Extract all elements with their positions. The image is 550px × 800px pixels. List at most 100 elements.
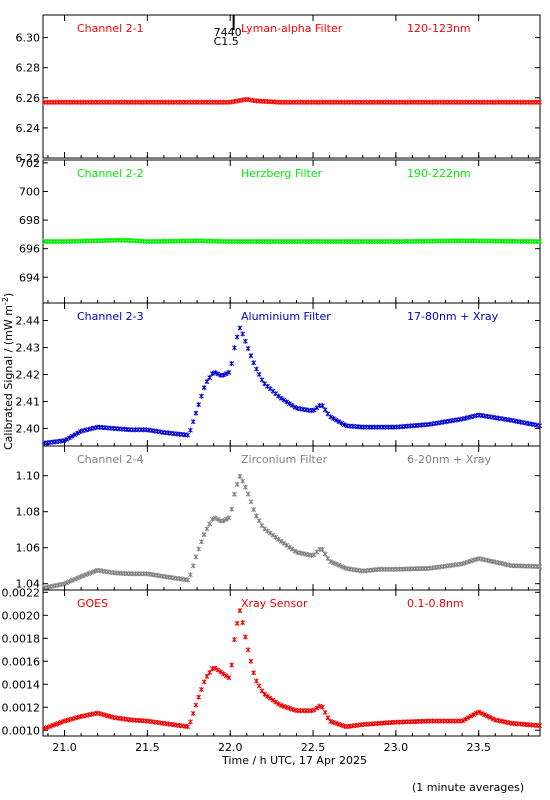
flare-marker-label: 7440 bbox=[214, 26, 242, 39]
data-point bbox=[339, 563, 345, 569]
data-point bbox=[259, 377, 265, 383]
data-point bbox=[229, 506, 235, 512]
y-tick-label: 0.0012 bbox=[2, 701, 41, 714]
data-point bbox=[240, 620, 246, 626]
panel-frame bbox=[42, 445, 541, 591]
y-tick-label: 6.28 bbox=[16, 62, 41, 75]
y-tick-label: 694 bbox=[19, 271, 40, 284]
y-tick-label: 700 bbox=[19, 185, 40, 198]
data-point bbox=[221, 372, 226, 378]
panel-band-label: 0.1-0.8nm bbox=[407, 597, 464, 610]
data-point bbox=[223, 673, 229, 679]
data-point bbox=[212, 515, 218, 521]
data-point bbox=[262, 526, 268, 532]
data-point bbox=[67, 435, 72, 441]
panel-channel-label: Channel 2-3 bbox=[77, 310, 144, 323]
data-point bbox=[240, 478, 246, 484]
data-point bbox=[259, 688, 265, 694]
data-point bbox=[476, 709, 482, 715]
data-point bbox=[317, 703, 323, 709]
data-point bbox=[254, 513, 259, 519]
data-point bbox=[226, 369, 232, 375]
data-point bbox=[234, 620, 240, 626]
data-point bbox=[328, 718, 334, 724]
data-point bbox=[78, 429, 83, 435]
data-point bbox=[463, 560, 468, 566]
x-tick-label: 22.0 bbox=[218, 741, 243, 754]
data-point bbox=[75, 430, 81, 436]
data-point bbox=[287, 705, 292, 711]
data-point bbox=[537, 723, 543, 729]
data-point bbox=[267, 530, 273, 536]
data-point bbox=[201, 679, 207, 685]
data-point bbox=[284, 542, 290, 548]
panel-filter-label: Lyman-alpha Filter bbox=[241, 22, 343, 35]
data-point bbox=[75, 575, 81, 581]
data-point bbox=[325, 715, 331, 721]
data-point bbox=[287, 544, 292, 550]
data-point bbox=[339, 722, 345, 728]
data-point bbox=[221, 518, 226, 524]
panel-band-label: 120-123nm bbox=[407, 22, 471, 35]
data-point bbox=[58, 719, 64, 725]
data-point bbox=[237, 473, 243, 479]
data-point bbox=[185, 432, 191, 438]
data-point bbox=[91, 569, 97, 575]
data-point bbox=[537, 239, 543, 245]
data-point bbox=[468, 713, 474, 719]
data-point bbox=[314, 405, 320, 411]
data-point bbox=[245, 345, 251, 351]
y-tick-label: 0.0014 bbox=[2, 678, 41, 691]
data-point bbox=[328, 414, 334, 420]
data-point bbox=[276, 701, 281, 707]
data-point bbox=[468, 558, 474, 564]
y-tick-label: 6.26 bbox=[16, 92, 41, 105]
data-point bbox=[204, 673, 210, 679]
data-point bbox=[342, 422, 347, 428]
data-point bbox=[471, 557, 477, 563]
data-point bbox=[460, 561, 466, 567]
data-point bbox=[463, 716, 468, 722]
data-point bbox=[64, 436, 70, 442]
data-point bbox=[215, 371, 221, 377]
panel-band-label: 190-222nm bbox=[407, 167, 471, 180]
data-point bbox=[278, 538, 284, 544]
panel-channel-label: Channel 2-2 bbox=[77, 167, 144, 180]
x-tick-label: 22.5 bbox=[301, 741, 326, 754]
panel-5: 0.0010 0.0012 0.0014 0.0016 0.0018 0.0020 0.00… bbox=[2, 586, 543, 737]
data-point bbox=[251, 670, 257, 676]
data-point bbox=[482, 712, 488, 718]
y-tick-label: 0.0016 bbox=[2, 655, 41, 668]
data-point bbox=[47, 723, 53, 729]
y-tick-label: 1.08 bbox=[16, 506, 41, 519]
panel-band-label: 6-20nm + Xray bbox=[407, 453, 492, 466]
data-point bbox=[256, 371, 262, 377]
data-point bbox=[284, 704, 290, 710]
data-point bbox=[331, 560, 336, 566]
data-point bbox=[289, 402, 295, 408]
data-point bbox=[259, 522, 265, 528]
data-point bbox=[537, 99, 543, 105]
data-point bbox=[53, 721, 59, 727]
data-point bbox=[218, 669, 224, 675]
data-point bbox=[474, 710, 479, 716]
data-point bbox=[465, 559, 471, 565]
x-tick-label: 21.5 bbox=[135, 741, 160, 754]
y-tick-label: 702 bbox=[19, 157, 40, 170]
panel-4: 1.04 1.06 1.08 1.10 Channel 2-4 Zirconium Fil… bbox=[16, 445, 543, 591]
panel-frame bbox=[42, 589, 541, 737]
data-point bbox=[281, 703, 287, 709]
data-point bbox=[333, 720, 339, 726]
data-point bbox=[207, 375, 213, 381]
panel-2: 694 696 698 700 702 Channel 2-2 Herzberg Filte… bbox=[19, 157, 543, 304]
data-point bbox=[56, 720, 61, 726]
data-point bbox=[262, 691, 268, 697]
data-point bbox=[485, 713, 490, 719]
data-point bbox=[89, 570, 94, 576]
data-point bbox=[270, 697, 276, 703]
data-point bbox=[320, 546, 325, 552]
data-point bbox=[226, 675, 232, 681]
y-tick-label: 1.10 bbox=[16, 470, 41, 483]
data-point bbox=[215, 516, 221, 522]
y-tick-label: 2.43 bbox=[16, 342, 41, 355]
